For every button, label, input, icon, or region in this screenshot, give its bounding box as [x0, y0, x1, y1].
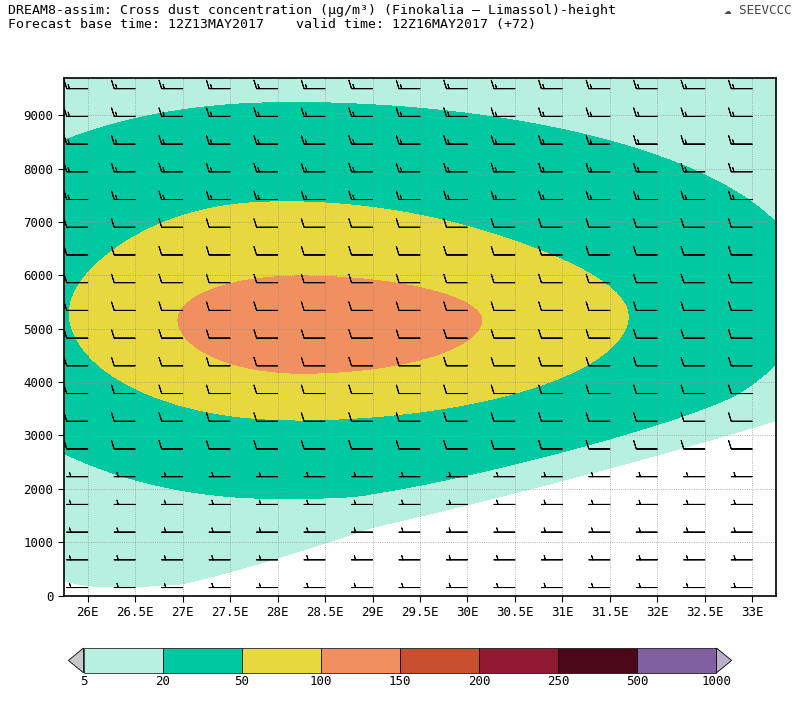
Bar	[242, 648, 321, 673]
Text: 200: 200	[468, 675, 490, 688]
Bar	[479, 648, 558, 673]
Text: 100: 100	[310, 675, 332, 688]
Bar	[83, 648, 162, 673]
Text: 150: 150	[389, 675, 411, 688]
Polygon shape	[717, 648, 732, 673]
Text: 1000: 1000	[702, 675, 731, 688]
Text: ☁ SEEVCCC: ☁ SEEVCCC	[725, 4, 792, 16]
Text: 50: 50	[234, 675, 250, 688]
Bar	[321, 648, 400, 673]
Polygon shape	[68, 648, 83, 673]
Text: 5: 5	[80, 675, 87, 688]
Text: DREAM8-assim: Cross dust concentration (μg/m³) (Finokalia – Limassol)-height: DREAM8-assim: Cross dust concentration (…	[8, 4, 616, 16]
Text: 250: 250	[547, 675, 570, 688]
Bar	[400, 648, 479, 673]
Bar	[162, 648, 242, 673]
Bar	[638, 648, 717, 673]
Text: 20: 20	[155, 675, 170, 688]
Text: 500: 500	[626, 675, 649, 688]
Bar	[558, 648, 638, 673]
Text: Forecast base time: 12Z13MAY2017    valid time: 12Z16MAY2017 (+72): Forecast base time: 12Z13MAY2017 valid t…	[8, 18, 536, 30]
